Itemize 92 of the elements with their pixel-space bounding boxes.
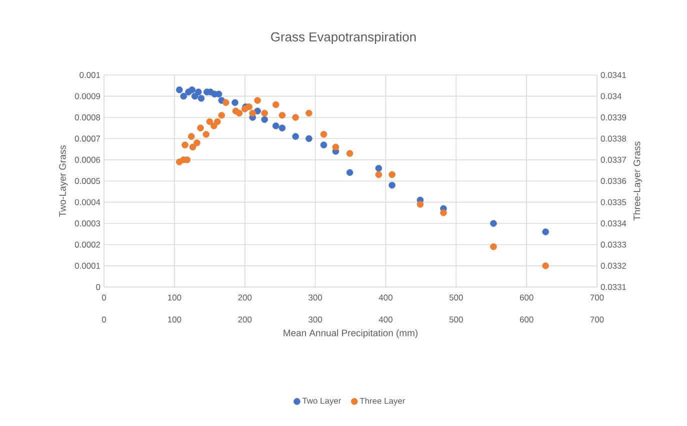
y-tick-label: 0.0007 (74, 136, 100, 142)
y-tick-label: 0.0004 (74, 199, 100, 206)
y-tick-label: 0.0001 (74, 262, 100, 269)
x2-tick-label: 100 (168, 316, 182, 323)
y2-axis-title: Three-Layer Grass (633, 142, 642, 220)
y2-tick-label: 0.0335 (600, 199, 626, 206)
y2-tick-label: 0.0336 (600, 178, 626, 184)
point (194, 88, 202, 96)
point (246, 103, 252, 110)
point (306, 110, 312, 117)
y2-tick-label: 0.0337 (600, 156, 626, 163)
x-tick-label: 200 (238, 294, 252, 301)
y2-tick-label: 0.034 (600, 93, 622, 100)
x-tick-label: 100 (168, 294, 182, 301)
point (180, 92, 187, 100)
point (254, 108, 261, 114)
y-axis-title: Two-Layer Grass (59, 145, 68, 217)
point (206, 118, 214, 126)
point (292, 114, 299, 121)
point (254, 97, 261, 104)
point (416, 200, 424, 208)
point (320, 130, 328, 138)
point (236, 110, 243, 117)
point (490, 220, 497, 227)
point (214, 118, 221, 126)
point (278, 112, 286, 119)
y2-tick-label: 0.0331 (600, 284, 626, 290)
legend-label: Three Layer (360, 398, 406, 406)
point (176, 86, 183, 94)
y-tick-label: 0 (96, 284, 100, 290)
x2-tick-label: 600 (520, 316, 534, 323)
y-tick-label: 0.001 (80, 72, 100, 78)
x-axis-title: Mean Annual Precipitation (mm) (284, 329, 418, 338)
point (388, 182, 396, 189)
legend-label: Two Layer (302, 398, 342, 406)
y-tick-label: 0.0003 (74, 220, 100, 226)
y2-tick-label: 0.0341 (600, 72, 626, 78)
y-tick-label: 0.0005 (74, 178, 100, 184)
point (261, 110, 268, 117)
point (388, 171, 396, 178)
point (188, 86, 196, 94)
point (542, 228, 549, 236)
y2-tick-label: 0.0332 (600, 262, 626, 269)
point (320, 142, 328, 148)
point (191, 92, 198, 100)
point (542, 262, 549, 270)
x2-tick-label: 300 (308, 316, 322, 323)
point (189, 144, 196, 150)
point (249, 110, 256, 117)
point (202, 130, 210, 138)
point (218, 112, 226, 119)
x2-tick-label: 0 (102, 316, 106, 323)
x-tick-label: 500 (449, 294, 463, 301)
y2-tick-label: 0.0338 (600, 136, 626, 142)
point (375, 171, 382, 178)
point (490, 243, 497, 250)
y-tick-label: 0.0008 (74, 114, 100, 120)
point (278, 124, 286, 132)
x-tick-label: 600 (520, 294, 534, 301)
chart-title: Grass Evapotranspiration (271, 32, 416, 44)
point (346, 169, 354, 176)
point (306, 135, 312, 142)
point (210, 122, 218, 130)
y2-tick-label: 0.0334 (600, 220, 626, 226)
point (194, 139, 200, 146)
y2-tick-label: 0.0333 (600, 242, 626, 248)
point (272, 101, 280, 108)
y-tick-label: 0.0009 (74, 93, 100, 100)
y-tick-label: 0.0002 (74, 242, 100, 248)
x2-tick-label: 700 (590, 316, 604, 323)
point (198, 94, 205, 102)
point (375, 164, 382, 172)
x-tick-label: 300 (308, 294, 322, 301)
point (232, 99, 238, 106)
point (261, 116, 268, 123)
point (182, 142, 188, 148)
x-tick-label: 400 (378, 294, 392, 301)
point (292, 133, 299, 140)
point (440, 209, 447, 216)
x2-tick-label: 400 (378, 316, 392, 323)
x2-tick-label: 500 (449, 316, 463, 323)
x2-tick-label: 200 (238, 316, 252, 323)
point (332, 144, 340, 150)
y2-tick-label: 0.0339 (600, 114, 626, 120)
x-tick-label: 700 (590, 294, 604, 301)
point (188, 133, 195, 140)
x-tick-label: 0 (102, 294, 106, 301)
y-tick-label: 0.0006 (74, 156, 100, 163)
point (197, 124, 204, 132)
point (346, 150, 354, 157)
point (222, 99, 230, 106)
point (272, 122, 280, 130)
